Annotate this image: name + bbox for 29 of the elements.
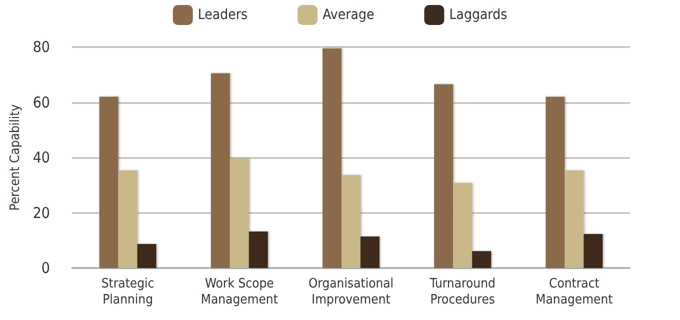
bar <box>584 234 603 268</box>
y-tick-label: 0 <box>41 259 50 277</box>
y-axis-title: Percent Capability <box>8 104 23 211</box>
bar <box>453 182 472 268</box>
bar <box>230 158 249 268</box>
x-tick-label: Work Scope Management <box>200 276 278 308</box>
bar <box>137 244 156 268</box>
y-tick-label: 60 <box>32 93 50 112</box>
x-tick-label: Contract Management <box>536 276 614 308</box>
legend-label: Average <box>322 7 374 23</box>
bar <box>342 175 360 268</box>
bar <box>210 73 230 268</box>
bar <box>322 48 342 268</box>
x-tick-label: Organisational Improvement <box>308 276 394 308</box>
bar <box>118 170 138 268</box>
legend-label: Leaders <box>198 7 248 23</box>
bar <box>248 232 268 268</box>
bar <box>99 96 118 268</box>
bar <box>472 251 492 268</box>
bar <box>546 96 565 268</box>
legend-label: Laggards <box>449 7 508 23</box>
x-tick-label: Turnaround Procedures <box>428 276 496 308</box>
y-tick-label: 20 <box>32 204 50 222</box>
bar <box>434 84 454 268</box>
y-tick-label: 40 <box>32 148 50 166</box>
bar <box>564 170 584 268</box>
bar <box>360 236 380 268</box>
y-tick-label: 80 <box>32 38 50 56</box>
x-tick-label: Strategic Planning <box>101 276 154 308</box>
